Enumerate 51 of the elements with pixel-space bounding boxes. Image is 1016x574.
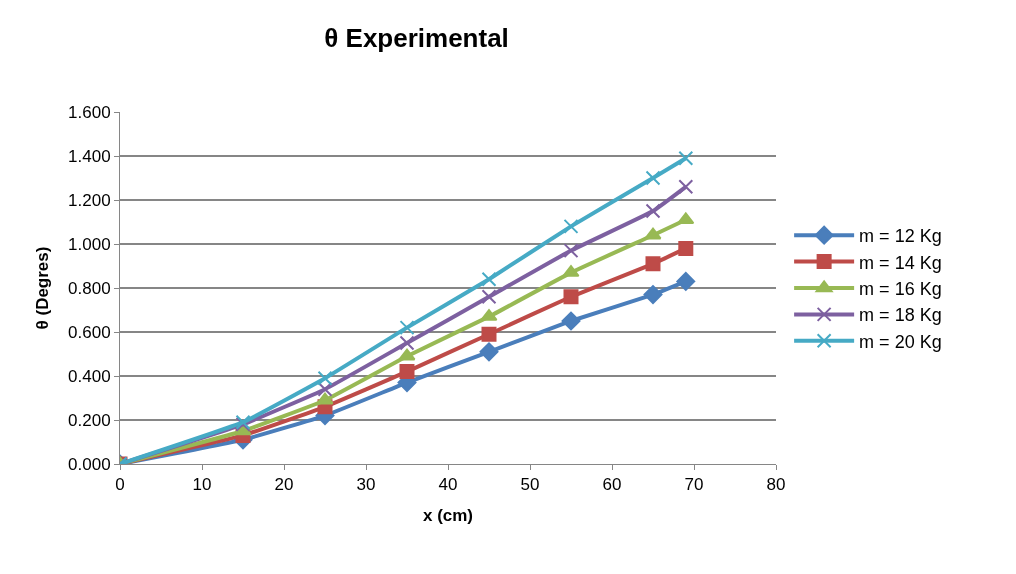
point — [316, 392, 334, 405]
point — [563, 218, 579, 234]
legend-label: m = 20 Kg — [859, 331, 942, 352]
point — [481, 271, 497, 287]
y-tick-label: 1.600 — [68, 102, 111, 122]
legend-label: m = 16 Kg — [859, 279, 942, 300]
y-tick-label: 0.400 — [68, 366, 111, 386]
x-tick-label: 0 — [115, 475, 125, 495]
legend-label: m = 18 Kg — [859, 305, 942, 326]
point — [399, 364, 415, 380]
legend-label: m = 14 Kg — [859, 252, 942, 273]
x-tick-label: 10 — [192, 475, 212, 495]
y-tick-label: 1.400 — [68, 146, 111, 166]
x-tick-label: 50 — [520, 475, 540, 495]
y-tick-label: 0.800 — [68, 278, 111, 298]
x-tick-label: 70 — [684, 475, 704, 495]
point — [678, 150, 694, 166]
point — [481, 289, 497, 305]
point — [563, 243, 579, 259]
x-tick-label: 40 — [438, 475, 458, 495]
point — [677, 212, 695, 225]
point — [399, 320, 415, 336]
x-tick-label: 80 — [766, 475, 786, 495]
chart-title: θ Experimental — [324, 22, 509, 53]
point — [643, 285, 663, 305]
legend-label: m = 12 Kg — [859, 226, 942, 247]
point — [676, 271, 696, 291]
x-tick-label: 30 — [356, 475, 376, 495]
point — [479, 342, 499, 362]
y-axis-title: θ (Degres) — [32, 246, 52, 330]
point — [645, 256, 661, 272]
point — [645, 203, 661, 219]
point — [563, 289, 579, 305]
x-tick-label: 60 — [602, 475, 622, 495]
y-tick-label: 1.000 — [68, 234, 111, 254]
point — [644, 227, 662, 240]
y-tick-label: 0.200 — [68, 410, 111, 430]
y-tick-label: 0.600 — [68, 322, 111, 342]
point — [317, 381, 333, 397]
x-axis-title: x (cm) — [422, 505, 474, 525]
point — [398, 348, 416, 361]
point — [645, 170, 661, 186]
point — [481, 326, 497, 342]
point — [678, 179, 694, 195]
x-tick-label: 20 — [274, 475, 294, 495]
point — [561, 311, 581, 331]
point — [678, 240, 694, 256]
y-tick-label: 0.000 — [68, 454, 111, 474]
point — [317, 370, 333, 386]
point — [399, 335, 415, 351]
y-tick-label: 1.200 — [68, 190, 111, 210]
